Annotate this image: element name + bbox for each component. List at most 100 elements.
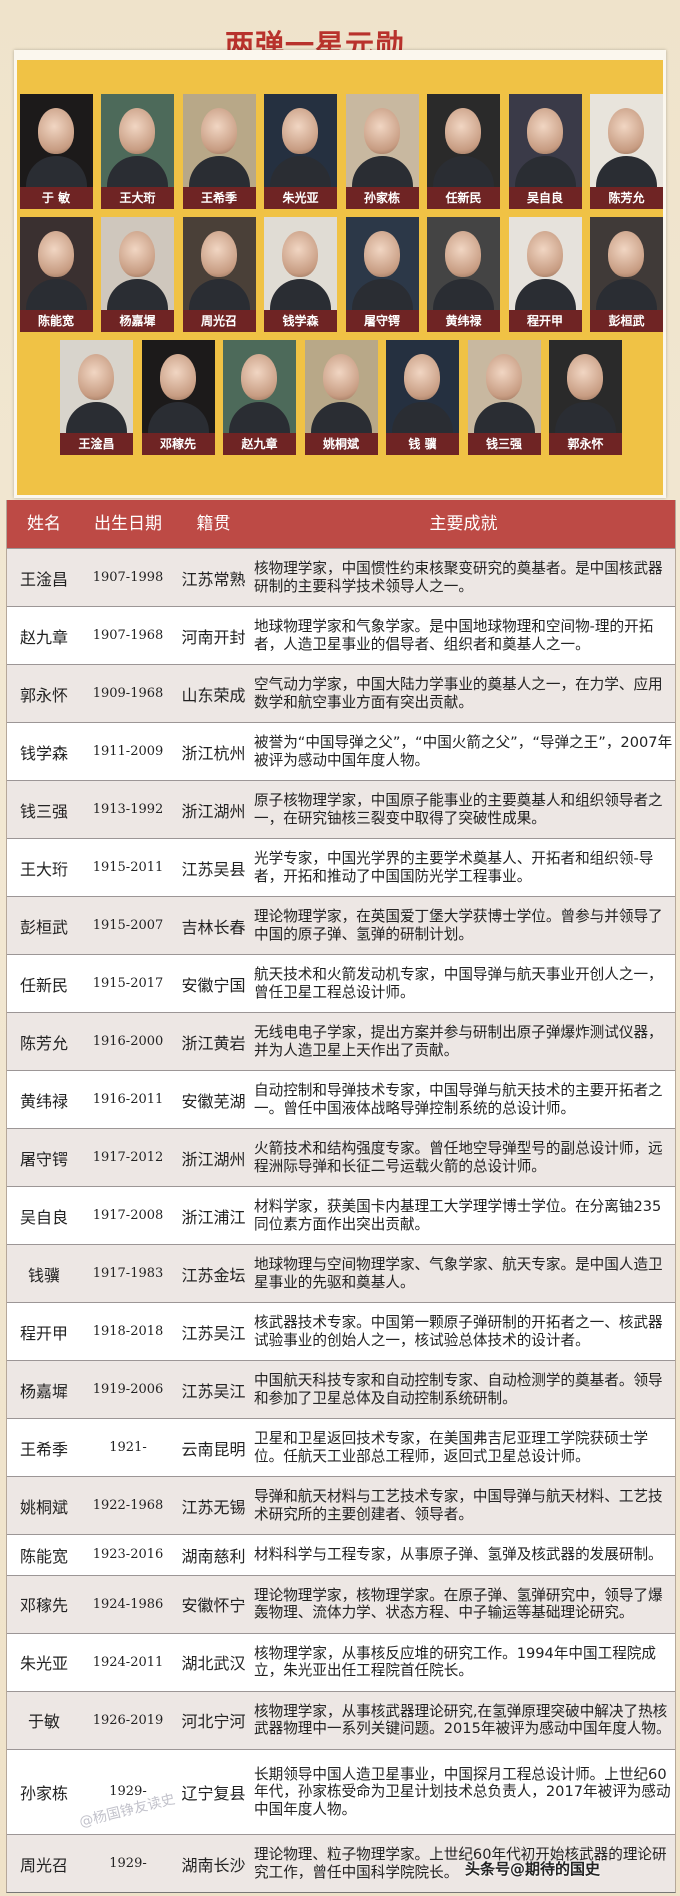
table-row: 赵九章 1907-1968 河南开封 地球物理学家和气象学家。是中国地球物理和空间物-… <box>7 606 675 664</box>
portrait-face <box>37 108 74 154</box>
portrait-card: 邓稼先 <box>141 340 215 455</box>
cell-origin: 河北宁河 <box>181 1712 246 1731</box>
portrait-face <box>282 231 318 277</box>
table-row: 陈芳允 1916-2000 浙江黄岩 无线电电子学家，提出方案并参与研制出原子弹爆炸测… <box>7 1012 675 1070</box>
portrait-face <box>485 354 522 400</box>
portrait-name: 屠守锷 <box>345 310 419 332</box>
cell-name: 彭桓武 <box>19 917 68 937</box>
cell-achievement: 核武器技术专家。中国第一颗原子弹研制的开拓者之一、核武器试验事业的创始人之一，核… <box>254 1314 663 1349</box>
portrait-photo <box>19 94 93 196</box>
portrait-name: 王大珩 <box>101 187 174 209</box>
header-achievement: 主要成就 <box>429 514 498 534</box>
cell-name: 杨嘉墀 <box>19 1381 68 1401</box>
portrait-face <box>200 231 237 277</box>
cell-origin: 安徽芜湖 <box>181 1091 246 1111</box>
table-row: 彭桓武 1915-2007 吉林长春 理论物理学家，在英国爱丁堡大学获博士学位。曾参与… <box>7 896 675 954</box>
cell-name: 陈能宽 <box>19 1546 68 1566</box>
watermark-source: 头条号@期待的国史 <box>464 1860 600 1878</box>
cell-origin: 江苏常熟 <box>181 569 246 589</box>
portrait-card: 任新民 <box>427 94 500 209</box>
cell-origin: 河南开封 <box>181 627 246 647</box>
table-row: 任新民 1915-2017 安徽宁国 航天技术和火箭发动机专家，中国导弹与航天事业开创… <box>7 954 675 1012</box>
portrait-name: 吴自良 <box>508 187 582 209</box>
cell-years: 1922-1968 <box>92 1498 164 1513</box>
cell-name: 姚桐斌 <box>19 1497 68 1517</box>
cell-name: 孙家栋 <box>19 1783 68 1803</box>
cell-achievement: 卫星和卫星返回技术专家，在美国弗吉尼亚理工学院获硕士学位。任航天工业部总工程师，… <box>254 1430 649 1465</box>
table-row: 孙家栋 1929- 辽宁复县 长期领导中国人造卫星事业，中国探月工程总设计师。上世纪6… <box>7 1748 675 1834</box>
cell-origin: 湖北武汉 <box>181 1654 246 1673</box>
portrait-face <box>363 108 400 154</box>
portrait-card: 钱 骥 <box>386 340 459 455</box>
cell-name: 王大珩 <box>19 859 68 879</box>
cell-years: 1915-2007 <box>92 918 164 933</box>
portrait-face <box>445 108 481 154</box>
cell-origin: 安徽怀宁 <box>181 1596 246 1615</box>
table-row: 于敏 1926-2019 河北宁河 核物理学家，从事核武器理论研究,在氢弹原理突破中解… <box>7 1690 675 1749</box>
portrait-photo <box>427 94 500 196</box>
cell-achievement: 材料学家，获美国卡内基理工大学理学博士学位。在分离铀235同位素方面作出突出贡献… <box>254 1198 662 1233</box>
cell-name: 钱三强 <box>19 801 68 821</box>
cell-name: 邓稼先 <box>19 1596 68 1615</box>
portrait-name: 任新民 <box>427 187 500 209</box>
header-name: 姓名 <box>27 514 61 534</box>
header-birth: 出生日期 <box>94 514 162 534</box>
portrait-face <box>445 231 481 277</box>
cell-origin: 江苏金坛 <box>181 1265 246 1285</box>
portrait-face <box>159 354 196 400</box>
portrait-photo <box>19 217 93 319</box>
table-header: 姓名 出生日期 籍贯 主要成就 <box>7 500 675 548</box>
portrait-name: 钱 骥 <box>386 433 459 455</box>
cell-years: 1916-2000 <box>92 1034 164 1049</box>
portrait-card: 郭永怀 <box>549 340 622 455</box>
cell-years: 1924-1986 <box>92 1596 164 1612</box>
table-row: 钱骥 1917-1983 江苏金坛 地球物理与空间物理学家、气象学家、航天专家。是中国… <box>7 1244 675 1302</box>
cell-name: 钱学森 <box>19 743 68 763</box>
cell-name: 朱光亚 <box>19 1654 68 1673</box>
portrait-face <box>322 354 359 400</box>
cell-name: 钱骥 <box>27 1265 60 1285</box>
portrait-photo <box>60 340 133 442</box>
table-row: 屠守锷 1917-2012 浙江湖州 火箭技术和结构强度专家。曾任地空导弹型号的副总设… <box>7 1128 675 1186</box>
cell-years: 1917-1983 <box>92 1266 164 1281</box>
cell-years: 1911-2009 <box>92 744 164 759</box>
cell-achievement: 理论物理学家，核物理学家。在原子弹、氢弹研究中，领导了爆轰物理、流体力学、状态方… <box>254 1586 663 1622</box>
cell-name: 陈芳允 <box>19 1033 68 1053</box>
portrait-name: 王希季 <box>182 187 256 209</box>
portrait-card: 王希季 <box>182 94 256 209</box>
cell-years: 1929- <box>109 1784 147 1800</box>
portrait-photo <box>182 217 256 319</box>
portrait-face <box>404 354 440 400</box>
portrait-face <box>608 231 644 277</box>
cell-name: 屠守锷 <box>19 1149 68 1169</box>
portrait-name: 杨嘉墀 <box>101 310 174 332</box>
table-row: 邓稼先 1924-1986 安徽怀宁 理论物理学家，核物理学家。在原子弹、氢弹研究中，… <box>7 1574 675 1633</box>
cell-origin: 湖南慈利 <box>181 1546 246 1566</box>
portrait-face <box>363 231 400 277</box>
cell-years: 1924-2011 <box>92 1654 164 1670</box>
portrait-face <box>119 231 155 277</box>
portrait-name: 陈能宽 <box>19 310 93 332</box>
portrait-face <box>567 354 603 400</box>
portrait-photo <box>508 217 582 319</box>
portrait-photo <box>345 217 419 319</box>
cell-years: 1915-2017 <box>92 976 164 991</box>
cell-origin: 江苏无锡 <box>181 1497 246 1517</box>
cell-origin: 浙江黄岩 <box>181 1033 246 1053</box>
portrait-name: 钱三强 <box>467 433 541 455</box>
table-row: 王淦昌 1907-1998 江苏常熟 核物理学家，中国惯性约束核聚变研究的奠基者。是中… <box>7 548 675 606</box>
cell-name: 赵九章 <box>19 627 68 647</box>
portrait-photo <box>304 340 378 442</box>
cell-years: 1918-2018 <box>92 1324 164 1339</box>
cell-origin: 山东荣成 <box>181 685 246 705</box>
cell-years: 1917-2012 <box>92 1150 164 1165</box>
laureates-table: 姓名 出生日期 籍贯 主要成就 王淦昌 1907-1998 江苏常熟 核物理学家，中国… <box>6 500 676 1893</box>
portrait-card: 王淦昌 <box>60 340 133 455</box>
portrait-face <box>37 231 74 277</box>
portrait-card: 陈能宽 <box>19 217 93 332</box>
cell-name: 吴自良 <box>19 1207 68 1227</box>
cell-achievement: 导弹和航天材料与工艺技术专家，中国导弹与航天材料、工艺技术研究所的主要创建者、领… <box>254 1488 663 1523</box>
cell-achievement: 空气动力学家，中国大陆力学事业的奠基人之一，在力学、应用数学和航空事业方面有突出… <box>254 676 663 711</box>
portrait-name: 姚桐斌 <box>304 433 378 455</box>
portrait-name: 王淦昌 <box>60 433 133 455</box>
